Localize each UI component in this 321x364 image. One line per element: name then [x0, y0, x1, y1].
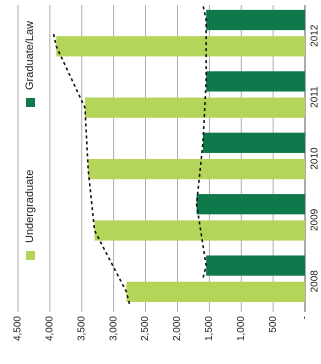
legend-swatch-undergraduate — [26, 251, 35, 260]
value-tick-labels: - 500 1,000 1,500 2,000 2,500 3,000 3,500 4,000 4… — [13, 316, 311, 341]
value-tick-label: 4,500 — [13, 316, 24, 341]
category-tick-labels: 2008 2009 2010 2011 2012 — [310, 24, 321, 292]
category-tick-label: 2012 — [310, 24, 321, 47]
value-tick-label: 500 — [268, 316, 279, 333]
value-tick-label: 3,500 — [76, 316, 87, 341]
legend: Undergraduate Graduate/Law — [24, 21, 36, 260]
bar-graduate-law-2010 — [202, 132, 305, 153]
bar-graduate-law-2008 — [206, 255, 305, 276]
value-tick-label: - — [300, 316, 311, 319]
value-tick-label: 4,000 — [45, 316, 56, 341]
bar-undergraduate-2009 — [94, 220, 306, 241]
legend-label-undergraduate: Undergraduate — [24, 170, 36, 243]
bar-undergraduate-2012 — [56, 36, 306, 57]
legend-swatch-graduate-law — [26, 98, 35, 107]
category-tick-label: 2010 — [310, 147, 321, 170]
category-tick-label: 2009 — [310, 208, 321, 231]
bar-undergraduate-2008 — [126, 281, 305, 302]
bar-graduate-law-2011 — [206, 71, 305, 92]
legend-label-graduate-law: Graduate/Law — [24, 21, 36, 90]
bar-undergraduate-2010 — [88, 158, 306, 180]
bar-graduate-law-2009 — [196, 194, 305, 215]
value-tick-label: 1,000 — [236, 316, 247, 341]
category-tick-label: 2011 — [310, 86, 321, 108]
trend-line-graduate-law — [195, 5, 207, 278]
bar-undergraduate-2011 — [84, 97, 305, 118]
value-tick-label: 1,500 — [204, 316, 215, 341]
category-tick-label: 2008 — [310, 270, 321, 293]
trend-line-undergraduate — [52, 32, 131, 305]
bars — [56, 9, 306, 302]
trend-lines — [52, 5, 207, 305]
value-tick-label: 2,500 — [140, 316, 151, 341]
value-tick-label: 2,000 — [172, 316, 183, 341]
bar-graduate-law-2012 — [206, 9, 305, 31]
value-tick-label: 3,000 — [108, 316, 119, 341]
